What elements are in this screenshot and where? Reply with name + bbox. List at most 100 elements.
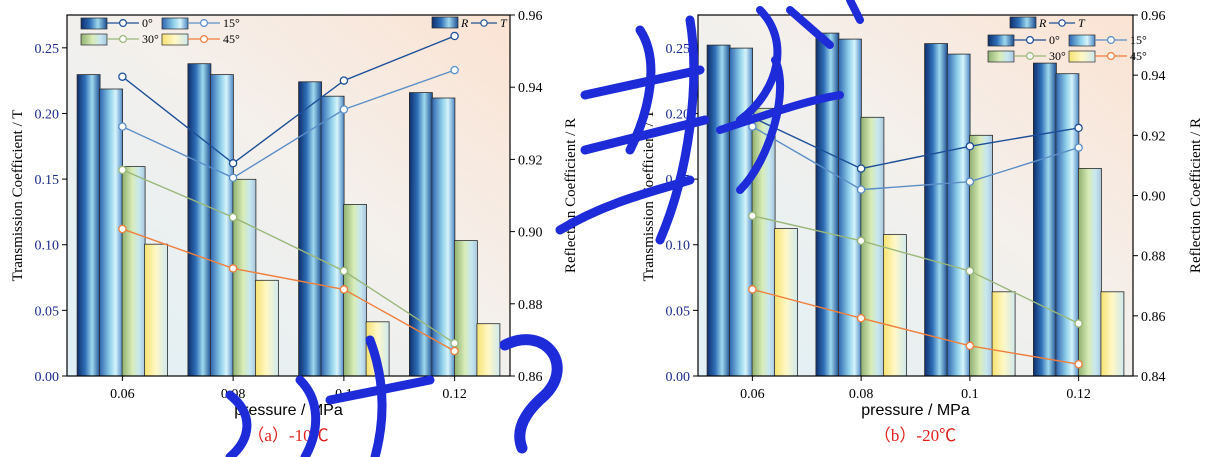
point-T-45°-0.06 [748, 285, 757, 294]
bar-R-0°-0.1 [924, 43, 948, 377]
legend-T-marker [480, 19, 488, 27]
legend-R-label: R [460, 16, 469, 30]
point-T-0°-0.1 [339, 76, 349, 85]
watermark-stroke [295, 375, 321, 457]
bar-R-30°-0.1 [969, 134, 993, 377]
watermark-stroke [225, 390, 252, 457]
ytick-left-label: 0.20 [35, 107, 60, 122]
chart-panel-a: 0.00 0.05 0.10 0.15 0.20 0.25 0.86 0.88 0.90 0.92… [10, 9, 579, 445]
bar-R-15°-0.12 [431, 97, 456, 377]
bar-R-15°-0.06 [99, 88, 123, 377]
point-T-45°-0.12 [1074, 359, 1083, 369]
bar-R-0°-0.12 [408, 92, 433, 377]
point-T-45°-0.08 [228, 264, 238, 273]
legend-swatch-marker [118, 34, 127, 43]
legend-swatch-bar [161, 33, 189, 46]
point-T-30°-0.08 [228, 212, 238, 222]
bar-R-45°-0.12 [476, 323, 501, 377]
bar-R-45°-0.08 [883, 234, 907, 377]
legend-label: 0° [1049, 33, 1060, 47]
ytick-right-label: 0.86 [1141, 310, 1166, 325]
line-T-0° [121, 35, 455, 165]
ytick-right-label: 0.84 [1141, 370, 1166, 385]
bar-R-0°-0.06 [706, 44, 731, 377]
xtick-label: 0.1 [961, 387, 979, 402]
ytick-left-label: 0.00 [666, 370, 691, 385]
point-T-30°-0.1 [965, 266, 975, 276]
watermark-stroke [736, 56, 785, 194]
point-T-15°-0.12 [1074, 143, 1083, 152]
bar-R-45°-0.06 [774, 228, 798, 377]
point-T-45°-0.1 [339, 285, 349, 294]
watermark-stroke [580, 115, 710, 155]
y-axis-label-right: Reflection Coefficient / R [563, 118, 579, 273]
legend-label: 30° [142, 32, 159, 46]
point-T-15°-0.12 [450, 65, 459, 75]
legend-T-label: T [1078, 16, 1086, 30]
line-T-45° [122, 228, 455, 352]
bar-R-15°-0.06 [729, 47, 753, 377]
watermark [225, 0, 864, 457]
legend-label: 30° [1049, 49, 1066, 63]
bar-R-30°-0.12 [453, 240, 478, 377]
bar-R-15°-0.08 [209, 74, 234, 377]
ytick-left-label: 0.25 [35, 42, 60, 57]
xtick-label: 0.06 [110, 387, 135, 402]
bar-R-15°-0.12 [1055, 73, 1080, 377]
line-T-15° [752, 125, 1079, 191]
legend-swatch-bar [80, 33, 108, 46]
watermark-stroke [846, 0, 864, 24]
legend-swatch-marker [200, 34, 209, 43]
ytick-left-label: 0.05 [35, 304, 60, 319]
chart-panel-b: 0.000.050.100.150.200.250.840.860.880.90… [641, 9, 1204, 445]
point-T-45°-0.06 [118, 224, 127, 234]
legend-T-marker [1058, 19, 1066, 27]
legend-swatch-marker [1106, 35, 1115, 44]
ytick-right-label: 0.92 [518, 153, 543, 168]
xtick-label: 0.12 [1066, 387, 1091, 402]
ytick-right-label: 0.94 [518, 81, 543, 96]
ytick-left-label: 0.10 [666, 239, 691, 254]
line-T-30° [752, 215, 1079, 325]
legend: 0° 15° 30° 45° R T [80, 16, 508, 46]
ytick-right-label: 0.86 [518, 370, 543, 385]
bar-R-30°-0.08 [232, 178, 257, 377]
ytick-left-label: 0.10 [35, 239, 60, 254]
point-T-0°-0.08 [228, 159, 238, 168]
legend-swatch-bar [987, 50, 1015, 63]
line-T-30° [122, 169, 455, 344]
legend-R-swatch [1009, 16, 1037, 29]
xtick-label: 0.06 [740, 387, 765, 402]
watermark-stroke [365, 335, 387, 457]
legend-swatch-marker [1025, 51, 1034, 60]
ytick-left-label: 0.25 [666, 42, 691, 57]
point-T-0°-0.1 [965, 142, 975, 151]
bar-R-45°-0.12 [1100, 291, 1125, 377]
bar-R-15°-0.08 [838, 38, 862, 377]
x-axis-label: pressure / MPa [861, 402, 970, 419]
legend-R-label: R [1038, 16, 1047, 30]
point-T-15°-0.06 [118, 122, 127, 131]
point-T-45°-0.12 [450, 346, 459, 356]
legend-swatch-marker [118, 19, 127, 28]
point-T-45°-0.08 [856, 313, 866, 323]
legend-swatch-bar [1068, 50, 1096, 63]
ytick-left-label: 0.15 [35, 173, 60, 188]
point-T-30°-0.06 [118, 165, 127, 175]
watermark-stroke [786, 6, 834, 49]
legend-swatch-bar [987, 34, 1015, 47]
legend-swatch-marker [200, 19, 209, 28]
bar-R-15°-0.1 [320, 95, 345, 377]
y-axis-label-left: Transmission Coefficient / T [10, 110, 26, 282]
bar-R-15°-0.1 [946, 53, 971, 377]
ytick-right-label: 0.94 [1141, 69, 1166, 84]
legend-swatch-bar [80, 17, 108, 30]
bar-R-0°-0.08 [187, 63, 212, 377]
point-T-0°-0.12 [1074, 123, 1083, 133]
point-T-0°-0.06 [118, 72, 127, 81]
xtick-label: 0.12 [442, 387, 467, 402]
point-T-15°-0.1 [965, 177, 975, 186]
watermark-stroke [655, 15, 699, 245]
bar-R-30°-0.12 [1078, 167, 1102, 377]
